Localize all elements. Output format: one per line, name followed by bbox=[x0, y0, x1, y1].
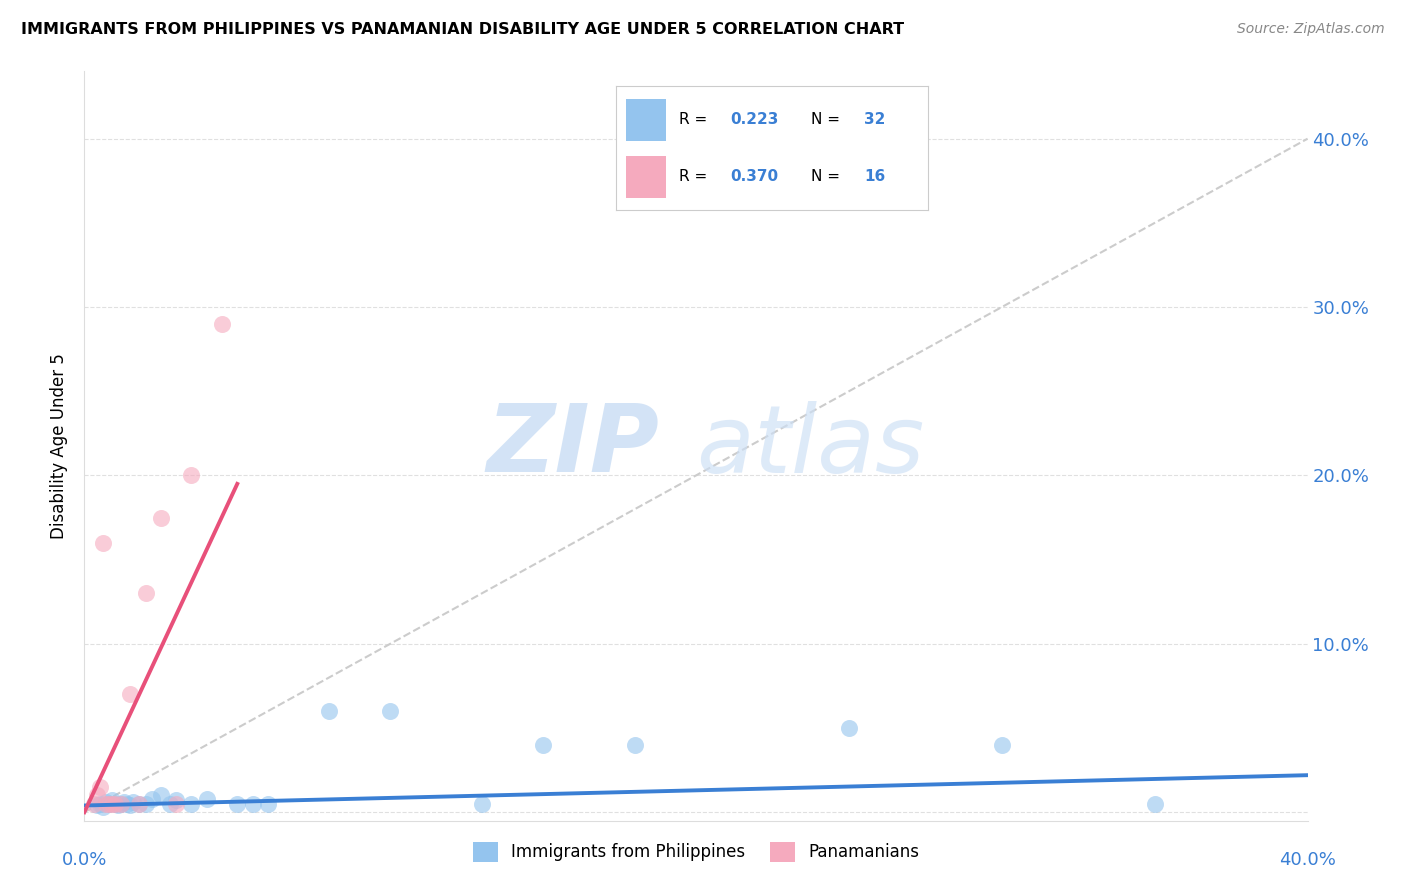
Point bbox=[211, 317, 233, 331]
Point bbox=[318, 704, 340, 718]
Point bbox=[101, 793, 124, 807]
Point bbox=[104, 797, 127, 811]
Text: 40.0%: 40.0% bbox=[1279, 851, 1336, 869]
Point bbox=[165, 793, 187, 807]
Point bbox=[120, 687, 142, 701]
Point bbox=[141, 791, 163, 805]
Point bbox=[165, 797, 187, 811]
Point bbox=[128, 797, 150, 811]
Legend: Immigrants from Philippines, Panamanians: Immigrants from Philippines, Panamanians bbox=[465, 835, 927, 869]
Point bbox=[159, 797, 181, 811]
Point bbox=[89, 780, 111, 794]
Point bbox=[135, 797, 157, 811]
Point bbox=[991, 738, 1014, 752]
Point bbox=[180, 797, 202, 811]
Text: 0.0%: 0.0% bbox=[62, 851, 107, 869]
Point bbox=[242, 797, 264, 811]
Point bbox=[110, 797, 132, 811]
Point bbox=[1143, 797, 1166, 811]
Text: atlas: atlas bbox=[696, 401, 924, 491]
Point bbox=[91, 800, 114, 814]
Point bbox=[110, 797, 132, 811]
Point bbox=[97, 797, 120, 811]
Point bbox=[380, 704, 402, 718]
Point bbox=[838, 721, 860, 735]
Point bbox=[107, 798, 129, 813]
Point bbox=[115, 797, 138, 811]
Point bbox=[104, 797, 127, 811]
Point bbox=[149, 510, 172, 524]
Point bbox=[471, 797, 494, 811]
Point bbox=[226, 797, 249, 811]
Text: Source: ZipAtlas.com: Source: ZipAtlas.com bbox=[1237, 22, 1385, 37]
Point bbox=[120, 798, 142, 813]
Text: IMMIGRANTS FROM PHILIPPINES VS PANAMANIAN DISABILITY AGE UNDER 5 CORRELATION CHA: IMMIGRANTS FROM PHILIPPINES VS PANAMANIA… bbox=[21, 22, 904, 37]
Point bbox=[94, 797, 117, 811]
Point bbox=[91, 536, 114, 550]
Point bbox=[112, 795, 135, 809]
Point bbox=[135, 586, 157, 600]
Point bbox=[89, 797, 111, 811]
Point bbox=[257, 797, 280, 811]
Y-axis label: Disability Age Under 5: Disability Age Under 5 bbox=[51, 353, 69, 539]
Point bbox=[86, 789, 108, 803]
Point bbox=[128, 797, 150, 811]
Point bbox=[122, 795, 145, 809]
Point bbox=[149, 789, 172, 803]
Point bbox=[101, 797, 124, 811]
Point bbox=[86, 798, 108, 813]
Point bbox=[180, 468, 202, 483]
Point bbox=[83, 797, 105, 811]
Point bbox=[94, 795, 117, 809]
Point bbox=[624, 738, 647, 752]
Text: ZIP: ZIP bbox=[486, 400, 659, 492]
Point bbox=[97, 797, 120, 811]
Point bbox=[195, 791, 218, 805]
Point bbox=[531, 738, 554, 752]
